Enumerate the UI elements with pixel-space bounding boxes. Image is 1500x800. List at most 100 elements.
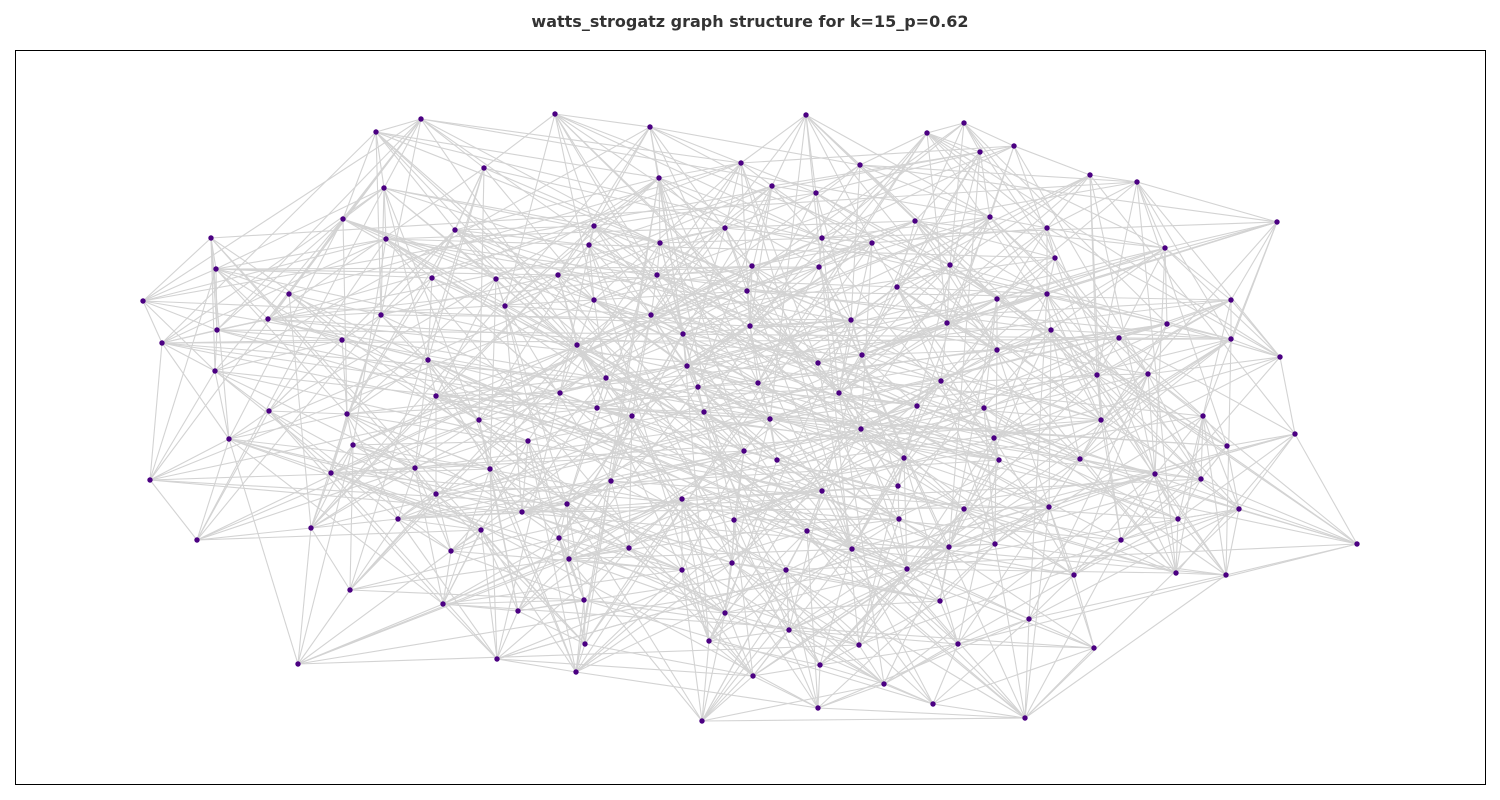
graph-edge (817, 264, 951, 364)
graph-edge (149, 479, 198, 541)
graph-edge (1024, 574, 1227, 719)
graph-edge (859, 132, 928, 166)
graph-node (494, 656, 500, 662)
graph-edge (214, 218, 344, 372)
graph-edge (771, 185, 817, 194)
graph-edge (998, 459, 1179, 520)
graph-node (286, 291, 292, 297)
graph-edge (1166, 323, 1232, 340)
graph-edge (838, 392, 885, 685)
graph-node (695, 384, 701, 390)
graph-edge (733, 519, 908, 570)
graph-edge (1100, 373, 1149, 421)
graph-edge (341, 339, 1000, 461)
graph-edge (517, 569, 787, 612)
graph-edge (1046, 227, 1156, 475)
graph-node (440, 601, 446, 607)
graph-edge (963, 508, 996, 545)
graph-edge (1200, 478, 1358, 545)
graph-node (1354, 541, 1360, 547)
graph-node (493, 276, 499, 282)
graph-edge (517, 227, 1048, 612)
graph-node (684, 363, 690, 369)
graph-node (487, 466, 493, 472)
graph-node (648, 312, 654, 318)
graph-edge (946, 322, 1098, 376)
graph-edge (785, 569, 819, 709)
graph-edge (593, 299, 652, 316)
graph-edge (349, 444, 354, 591)
graph-node (1044, 291, 1050, 297)
graph-edge (435, 459, 1000, 495)
graph-edge (898, 349, 998, 520)
graph-edge (610, 480, 630, 549)
graph-edge (957, 643, 1095, 649)
graph-edge (757, 266, 820, 384)
graph-edge (385, 238, 853, 550)
graph-edge (1013, 145, 1091, 176)
graph-edge (1202, 415, 1228, 447)
graph-edge (352, 238, 387, 446)
graph-edge (517, 610, 586, 645)
graph-edge (504, 242, 661, 307)
graph-edge (1175, 433, 1296, 574)
graph-edge (397, 493, 437, 520)
graph-edge (380, 118, 422, 316)
graph-edge (681, 569, 726, 614)
graph-edge (733, 519, 819, 709)
graph-edge (749, 325, 918, 407)
graph-node (339, 337, 345, 343)
graph-edge (821, 490, 959, 645)
graph-edge (288, 293, 429, 361)
graph-node (552, 111, 558, 117)
graph-node (804, 528, 810, 534)
graph-edge (948, 478, 1202, 548)
graph-edge (1118, 299, 1232, 339)
graph-edge (724, 227, 753, 267)
graph-edge (427, 359, 1202, 480)
graph-edge (454, 229, 1102, 421)
graph-edge (703, 411, 733, 564)
graph-edge (838, 392, 900, 520)
graph-edge (521, 440, 529, 513)
graph-edge (749, 325, 1052, 331)
graph-edge (697, 382, 759, 388)
graph-node (1098, 417, 1104, 423)
graph-edge (1048, 506, 1095, 649)
graph-node (747, 323, 753, 329)
graph-edge (628, 329, 1052, 549)
graph-node (194, 537, 200, 543)
graph-edge (576, 344, 819, 709)
graph-node (774, 457, 780, 463)
graph-edge (1177, 518, 1227, 576)
graph-edge (214, 339, 343, 372)
graph-node (849, 546, 855, 552)
graph-edge (397, 428, 862, 520)
graph-edge (588, 244, 595, 301)
graph-edge (431, 162, 742, 279)
graph-edge (142, 300, 163, 344)
graph-node (1026, 616, 1032, 622)
graph-node (1094, 372, 1100, 378)
graph-edge (926, 132, 1227, 576)
graph-edge (397, 518, 452, 552)
graph-edge (701, 612, 726, 722)
graph-edge (788, 338, 1232, 631)
graph-node (347, 587, 353, 593)
graph-node (1162, 245, 1168, 251)
graph-node (476, 417, 482, 423)
graph-edge (818, 266, 852, 321)
graph-edge (288, 293, 630, 549)
graph-edge (297, 558, 570, 665)
graph-edge (268, 410, 348, 415)
graph-edge (478, 419, 568, 505)
graph-edge (751, 265, 863, 356)
graph-edge (596, 407, 1177, 574)
graph-edge (731, 562, 941, 602)
graph-edge (557, 225, 595, 276)
graph-edge (517, 415, 633, 612)
graph-edge (483, 113, 556, 169)
graph-edge (142, 237, 212, 302)
graph-edge (450, 377, 607, 552)
graph-edge (686, 227, 726, 367)
